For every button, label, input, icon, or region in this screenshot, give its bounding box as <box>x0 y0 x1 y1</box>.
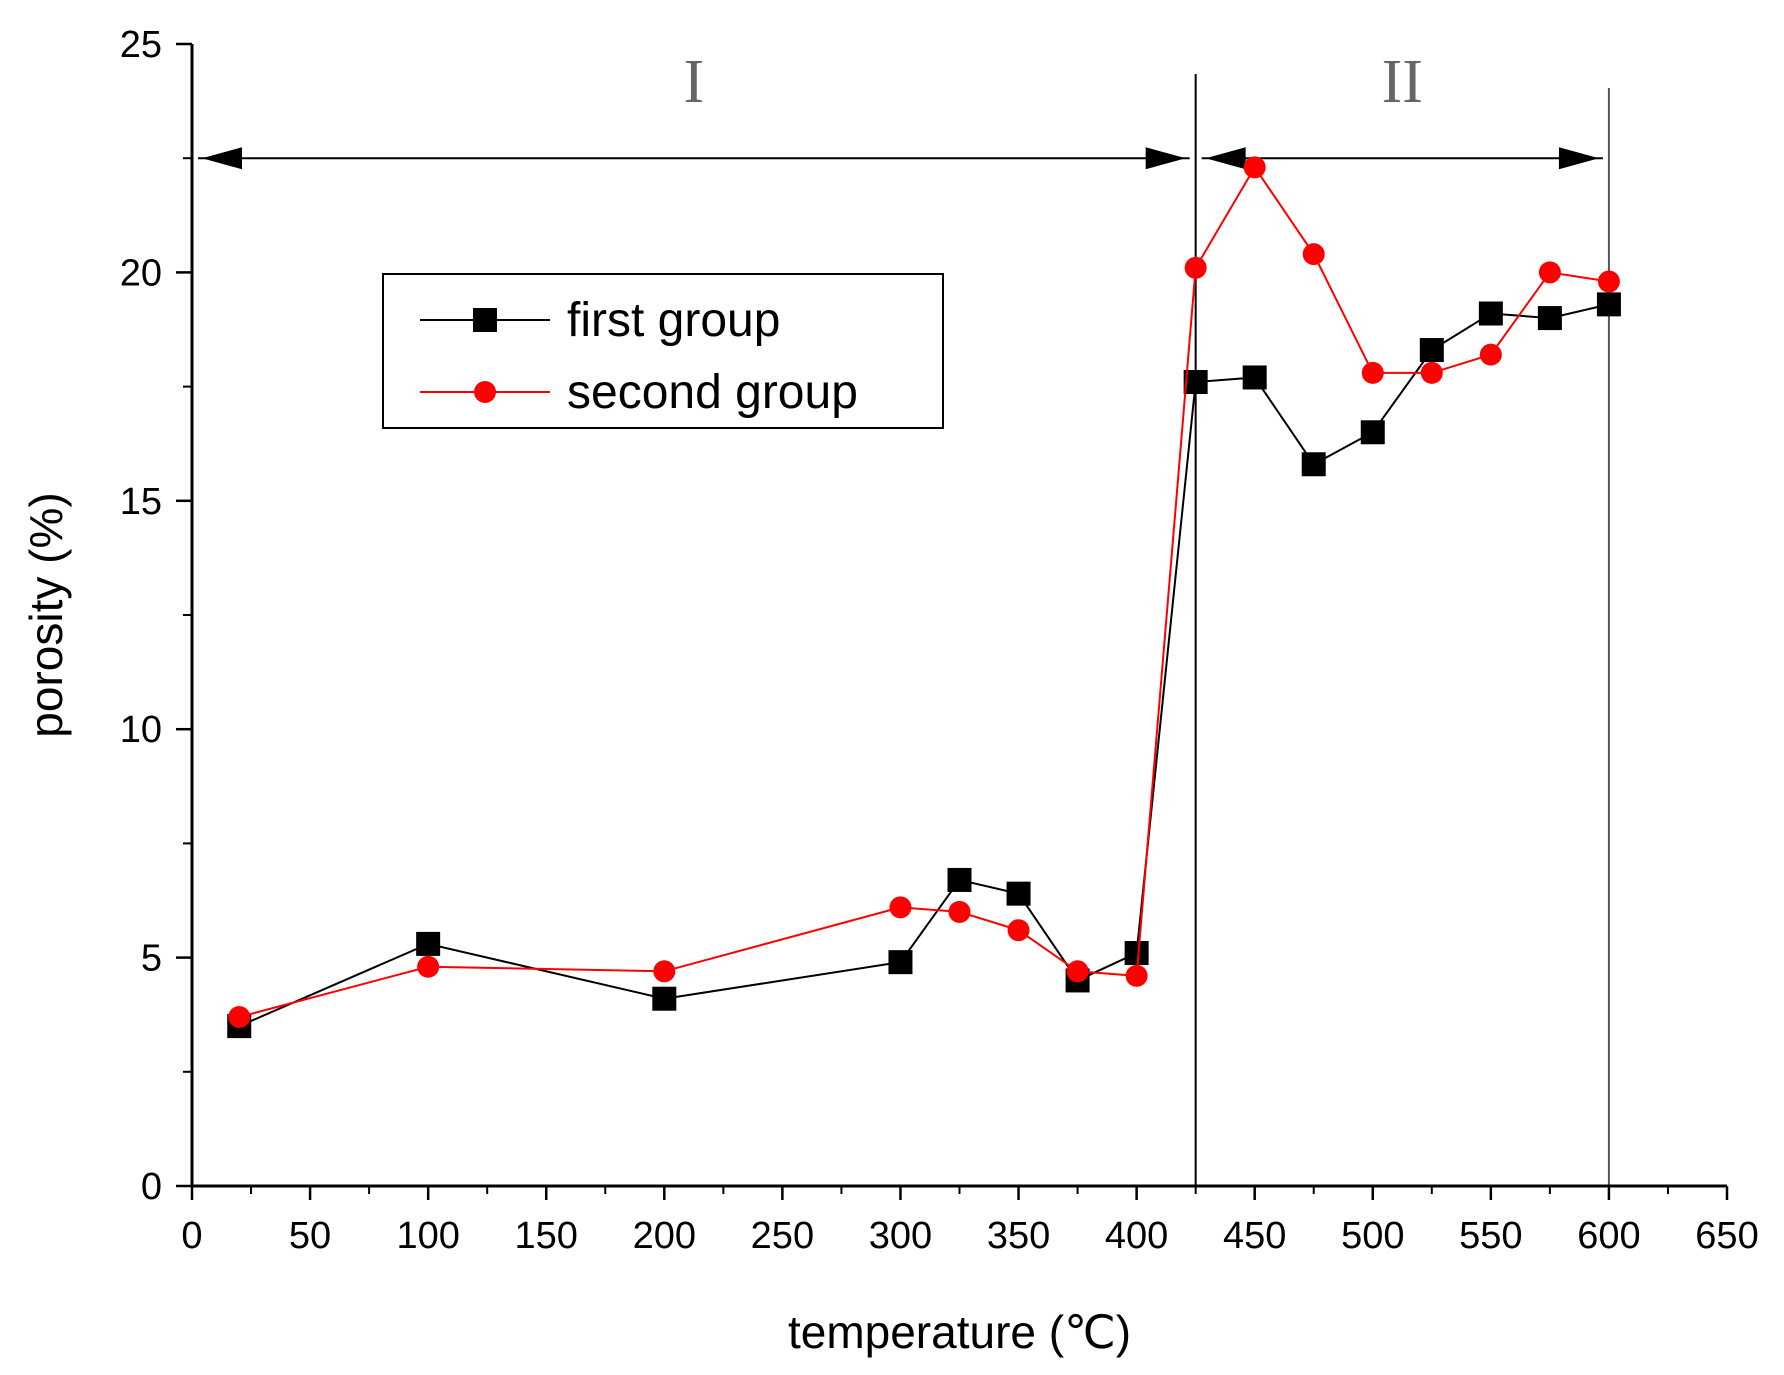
x-tick-label: 550 <box>1459 1215 1522 1257</box>
data-point <box>417 955 440 978</box>
data-point <box>1479 343 1502 366</box>
data-point <box>889 896 912 919</box>
x-axis-label: temperature (℃) <box>788 1306 1131 1358</box>
legend-items: first group second group <box>420 294 858 419</box>
x-tick-label: 50 <box>289 1215 331 1257</box>
y-tick-label: 15 <box>120 481 162 523</box>
data-point <box>652 986 677 1011</box>
region-arrow-head-right <box>1145 147 1186 170</box>
y-axis-label: porosity (%) <box>20 492 72 737</box>
y-tick-label: 5 <box>141 938 162 980</box>
legend-marker <box>473 308 497 332</box>
x-tick-label: 0 <box>181 1215 202 1257</box>
data-point <box>1478 301 1503 326</box>
x-tick-label: 150 <box>515 1215 578 1257</box>
legend: first group second group <box>382 273 944 429</box>
y-tick-label: 25 <box>120 24 162 66</box>
data-point <box>1537 306 1562 331</box>
data-point <box>948 900 971 923</box>
x-tick-label: 350 <box>987 1215 1050 1257</box>
data-point <box>1302 243 1325 266</box>
regions-layer: I II <box>198 48 1610 1186</box>
series-layer <box>227 156 1621 1039</box>
legend-box <box>382 273 944 429</box>
data-point <box>1301 452 1326 477</box>
data-point <box>1006 881 1031 906</box>
region-arrow-head-left <box>1205 147 1246 170</box>
data-point <box>947 867 972 892</box>
region-arrow-head-left <box>202 147 242 170</box>
x-tick-label: 250 <box>751 1215 814 1257</box>
series-2 <box>228 156 1620 1028</box>
x-tick-label: 650 <box>1695 1215 1758 1257</box>
legend-label: second group <box>567 366 858 419</box>
data-point <box>1361 361 1384 384</box>
series-1 <box>227 292 1621 1039</box>
data-point <box>1538 261 1561 284</box>
data-point <box>1125 964 1148 987</box>
data-point <box>1597 270 1620 293</box>
data-point <box>1419 338 1444 363</box>
x-tick-label: 300 <box>869 1215 932 1257</box>
y-tick-label: 10 <box>120 709 162 751</box>
data-point <box>1243 156 1266 179</box>
axes-layer <box>190 44 1727 1188</box>
data-point <box>1596 292 1621 317</box>
legend-marker <box>474 381 496 403</box>
x-tick-label: 600 <box>1577 1215 1640 1257</box>
x-tick-label: 100 <box>396 1215 459 1257</box>
region-arrow-head-right <box>1558 147 1599 170</box>
region-label: II <box>1382 48 1423 116</box>
x-tick-label: 500 <box>1341 1215 1404 1257</box>
legend-label: first group <box>567 294 780 347</box>
data-point <box>1360 420 1385 445</box>
data-point <box>1066 960 1089 983</box>
x-tick-label: 450 <box>1223 1215 1286 1257</box>
data-point <box>228 1005 251 1028</box>
region-label: I <box>683 48 704 116</box>
x-tick-label: 200 <box>633 1215 696 1257</box>
data-point <box>1007 919 1030 942</box>
data-point <box>1242 365 1267 390</box>
data-point <box>1124 941 1149 966</box>
data-point <box>416 931 441 956</box>
y-tick-label: 20 <box>120 252 162 294</box>
x-tick-label: 400 <box>1105 1215 1168 1257</box>
y-tick-label: 0 <box>141 1166 162 1208</box>
data-point <box>653 960 676 983</box>
series-line <box>238 165 1610 1018</box>
data-point <box>1184 256 1207 279</box>
ticks-layer: 0 50 100 150 200 250 300 350 400 450 500 550 600 650 0… <box>120 24 1759 1257</box>
data-point <box>1420 361 1443 384</box>
data-point <box>888 950 913 975</box>
series-line <box>238 303 1610 1028</box>
